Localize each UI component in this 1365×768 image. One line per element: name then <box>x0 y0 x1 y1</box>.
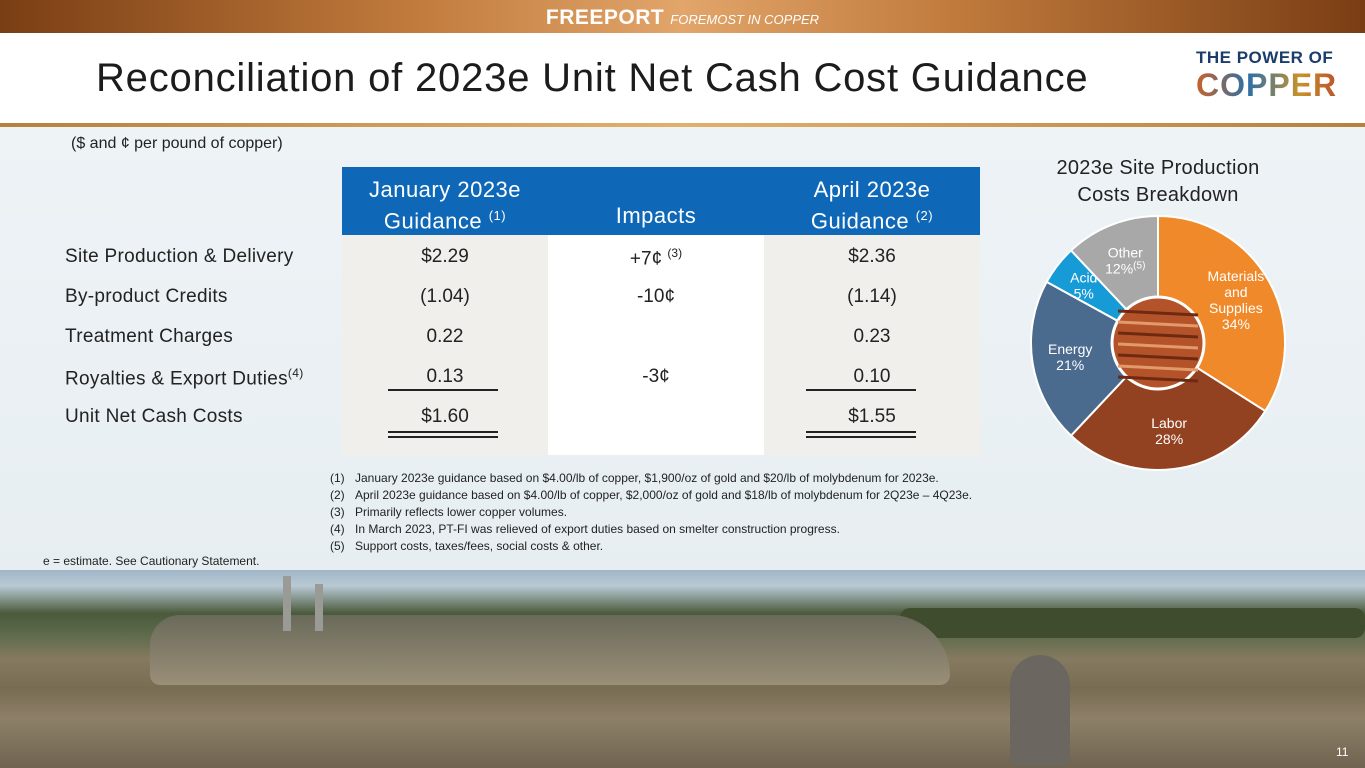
impact-value-text: +7¢ <box>629 248 663 270</box>
row-label-sup: (4) <box>287 366 304 380</box>
pie-slice-labor <box>1069 341 1267 471</box>
footnote: (5) Support costs, taxes/fees, social cos… <box>330 538 972 555</box>
row-label: Royalties & Export Duties(4) <box>65 366 304 390</box>
footnote-num: (2) <box>330 488 345 502</box>
photo-facility <box>150 615 950 685</box>
estimate-note: e = estimate. See Cautionary Statement. <box>43 554 260 568</box>
footnote-text: January 2023e guidance based on $4.00/lb… <box>355 471 939 485</box>
pie-chart-title-line2: Costs Breakdown <box>1077 184 1239 206</box>
column-header-apr: April 2023e Guidance (2) <box>764 167 980 235</box>
row-label-text: Royalties & Export Duties <box>65 368 288 390</box>
copper-sheet-stroke <box>1117 375 1199 383</box>
row-label: Site Production & Delivery <box>65 246 294 268</box>
jan-value: 0.22 <box>426 326 464 347</box>
apr-value: 0.10 <box>853 366 891 387</box>
pie-label-materials-and-supplies: Materials and Supplies 34% <box>1208 268 1265 332</box>
footnote-text: Support costs, taxes/fees, social costs … <box>355 539 604 553</box>
footnote-num: (4) <box>330 522 345 536</box>
column-header-impacts-label: Impacts <box>615 203 697 228</box>
page-title: Reconciliation of 2023e Unit Net Cash Co… <box>96 56 1089 100</box>
footnote: (2) April 2023e guidance based on $4.00/l… <box>330 487 972 504</box>
header-divider <box>0 123 1365 127</box>
port-aerial-photo <box>0 570 1365 768</box>
column-header-impacts: Impacts <box>548 167 764 235</box>
footnote-num: (3) <box>330 505 345 519</box>
impact-sup: (3) <box>667 246 683 260</box>
logo-line-1: THE POWER OF <box>1196 48 1334 67</box>
column-header-apr-line1: April 2023e <box>813 177 931 202</box>
total-double-underline-apr-2 <box>806 436 916 438</box>
footnote-num: (5) <box>330 539 345 553</box>
row-label-text: Treatment Charges <box>65 326 234 347</box>
row-label-text: Unit Net Cash Costs <box>65 406 243 427</box>
row-label-text: Site Production & Delivery <box>65 246 294 267</box>
unit-note: ($ and ¢ per pound of copper) <box>71 135 283 152</box>
impact-value: -3¢ <box>642 366 670 387</box>
column-header-apr-sup: (2) <box>915 208 934 223</box>
column-header-jan-sup: (1) <box>488 208 507 223</box>
footnote-num: (1) <box>330 471 345 485</box>
pie-label-acid: Acid 5% <box>1070 269 1097 301</box>
column-body-impacts <box>548 235 764 455</box>
footnote-text: Primarily reflects lower copper volumes. <box>355 505 568 519</box>
subtotal-underline-jan <box>388 389 498 391</box>
page-number: 11 <box>1336 745 1349 759</box>
pie-label-energy: Energy 21% <box>1048 341 1092 373</box>
footnote: (1) January 2023e guidance based on $4.00… <box>330 470 972 487</box>
total-double-underline-apr-1 <box>806 431 916 433</box>
row-label: Unit Net Cash Costs <box>65 406 243 428</box>
copper-sheet-stroke <box>1117 331 1199 339</box>
photo-smokestack <box>315 584 323 631</box>
total-double-underline-jan-1 <box>388 431 498 433</box>
copper-sheet-stroke <box>1117 342 1199 350</box>
apr-value: $2.36 <box>848 246 896 267</box>
copper-sheet-stroke <box>1117 320 1199 328</box>
pie-chart-title: 2023e Site Production Costs Breakdown <box>1018 155 1298 209</box>
footnote: (4) In March 2023, PT-FI was relieved of … <box>330 521 972 538</box>
pie-slice-energy <box>1030 280 1160 437</box>
column-header-jan-line2: Guidance <box>383 208 483 234</box>
impact-value: -10¢ <box>636 286 676 307</box>
brand-wordmark: FREEPORT FOREMOST IN COPPER <box>0 6 1365 30</box>
footnotes: (1) January 2023e guidance based on $4.00… <box>330 470 972 555</box>
pie-label-labor: Labor 28% <box>1151 415 1187 447</box>
top-banner <box>0 0 1365 33</box>
copper-sheet-stroke <box>1117 353 1199 361</box>
pie-chart-title-line1: 2023e Site Production <box>1056 157 1260 179</box>
jan-value: 0.13 <box>426 366 464 387</box>
photo-ship <box>1010 655 1070 765</box>
power-of-copper-logo: THE POWER OF COPPER <box>1196 48 1352 106</box>
cost-breakdown-pie-chart: Materials and Supplies 34% Labor 28% Energy 21%… <box>1030 214 1286 471</box>
column-header-apr-line2: Guidance <box>810 208 910 234</box>
brand-name: FREEPORT <box>545 6 665 29</box>
apr-value: 0.23 <box>853 326 891 347</box>
jan-value: $2.29 <box>421 246 469 267</box>
footnote-text: In March 2023, PT-FI was relieved of exp… <box>355 522 840 536</box>
column-body-apr <box>764 235 980 455</box>
row-label: By-product Credits <box>65 286 228 308</box>
column-header-jan-line1: January 2023e <box>368 177 522 202</box>
photo-smokestack <box>283 576 291 631</box>
jan-value: (1.04) <box>420 286 470 307</box>
jan-total: $1.60 <box>421 406 469 427</box>
copper-sheet-stroke <box>1117 309 1199 317</box>
column-header-jan: January 2023e Guidance (1) <box>342 167 548 235</box>
impact-value: +7¢ (3) <box>548 246 764 270</box>
row-label-text: By-product Credits <box>65 286 228 307</box>
logo-line-2: COPPER <box>1196 68 1352 102</box>
row-label: Treatment Charges <box>65 326 233 348</box>
apr-total: $1.55 <box>848 406 896 427</box>
photo-treeline <box>900 608 1365 638</box>
footnote: (3) Primarily reflects lower copper volum… <box>330 504 972 521</box>
apr-value: (1.14) <box>847 286 897 307</box>
pie-label-other: Other 12%(5) <box>1105 244 1145 276</box>
subtotal-underline-apr <box>806 389 916 391</box>
total-double-underline-jan-2 <box>388 436 498 438</box>
brand-tagline: FOREMOST IN COPPER <box>670 12 820 27</box>
column-body-jan <box>342 235 548 455</box>
copper-sheet-stroke <box>1117 364 1199 372</box>
footnote-text: April 2023e guidance based on $4.00/lb o… <box>355 488 973 502</box>
header-bar <box>0 33 1365 123</box>
